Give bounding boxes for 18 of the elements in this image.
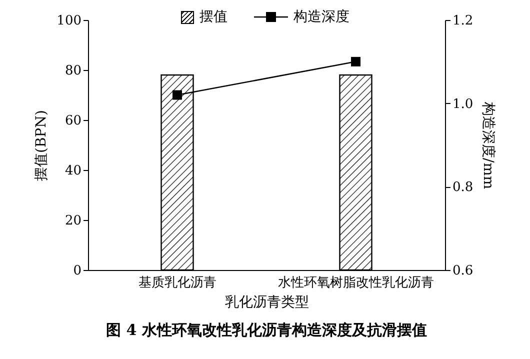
legend-label: 构造深度	[294, 8, 350, 26]
y-tick-label: 80	[64, 64, 82, 78]
y-tick-label: 40	[64, 164, 82, 178]
y2-tick-label: 0.6	[452, 264, 474, 278]
text: 图 4 水性环氧改性乳化沥青构造深度及抗滑摆值	[106, 321, 427, 339]
y-tick-label: 20	[64, 214, 82, 228]
y-tick-label: 60	[64, 114, 82, 128]
y2-tick-label: 0.8	[452, 180, 474, 196]
y2-tick-label: 1.0	[452, 96, 474, 112]
y2-tick-label: 1.2	[452, 14, 474, 28]
y-axis-title: 摆值(BPN)	[34, 110, 50, 181]
y2-axis-title: 构造深度/mm	[480, 100, 496, 190]
y-tick-label: 0	[73, 264, 82, 278]
x-tick-label: 基质乳化沥青	[138, 276, 216, 290]
x-tick-label: 水性环氧树脂改性乳化沥青	[278, 276, 434, 290]
y-tick-label: 100	[56, 14, 82, 28]
x-axis-title: 乳化沥青类型	[225, 294, 309, 310]
legend-label: 摆值	[200, 8, 228, 26]
